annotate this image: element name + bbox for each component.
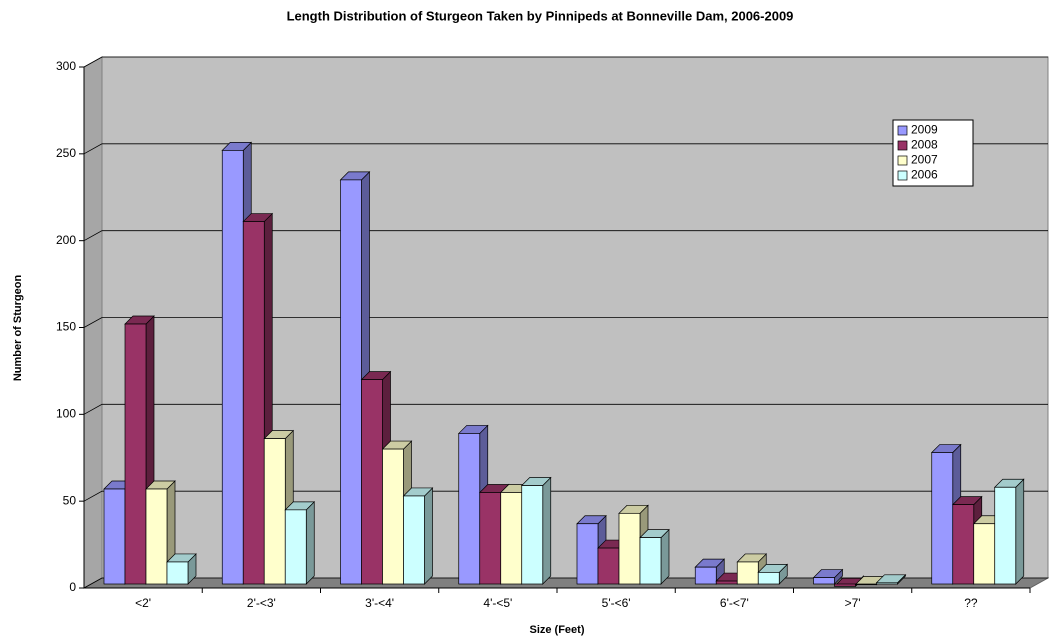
- bar: [103, 488, 126, 585]
- bar: [694, 566, 717, 585]
- bar: [973, 523, 996, 585]
- y-tick-label: 0: [69, 580, 76, 594]
- x-tick-label: 2'-<3': [247, 596, 276, 610]
- bar: [145, 488, 168, 585]
- bar: [382, 448, 404, 585]
- bar: [403, 495, 425, 585]
- x-tick-label: 3'-<4': [365, 596, 394, 610]
- chart-title: Length Distribution of Sturgeon Taken by…: [287, 8, 794, 23]
- x-axis-label: Size (Feet): [529, 624, 584, 636]
- bar: [639, 537, 662, 585]
- bar: [340, 179, 362, 585]
- grid-line: [83, 230, 1048, 242]
- bar: [166, 561, 189, 585]
- bar: [931, 452, 954, 585]
- x-tick-label: 5'-<6': [602, 596, 631, 610]
- bar: [576, 523, 599, 585]
- bar: [715, 580, 738, 585]
- grid-line: [83, 490, 1048, 502]
- y-tick-label: 100: [56, 407, 76, 421]
- grid-line: [83, 143, 1048, 155]
- bar: [618, 512, 641, 585]
- legend-label: 2007: [911, 153, 938, 167]
- bar-side: [542, 476, 552, 585]
- bar: [855, 583, 877, 585]
- bar-side: [1015, 478, 1025, 585]
- x-tick-label: <2': [135, 596, 151, 610]
- bar: [813, 577, 835, 585]
- x-tick-label: 4'-<5': [483, 596, 512, 610]
- legend-swatch: [897, 140, 908, 151]
- bar: [834, 583, 856, 587]
- grid-line: [83, 56, 1048, 68]
- bar: [994, 486, 1017, 585]
- y-axis-label: Number of Sturgeon: [12, 275, 24, 382]
- x-tick-label: >7': [845, 596, 861, 610]
- bar: [124, 323, 147, 585]
- y-tick-label: 50: [63, 493, 77, 507]
- bar: [876, 582, 898, 585]
- y-tick-label: 300: [56, 59, 76, 73]
- bar-side: [305, 501, 315, 585]
- bar: [736, 561, 759, 585]
- legend-swatch: [897, 170, 908, 181]
- x-tick-label: ??: [964, 596, 978, 610]
- bar-side: [660, 528, 670, 585]
- legend-swatch: [897, 155, 908, 166]
- bar: [757, 572, 780, 585]
- legend-label: 2009: [911, 123, 938, 137]
- bar: [500, 492, 523, 585]
- bar: [479, 492, 502, 585]
- bar: [263, 438, 286, 585]
- bar: [597, 547, 620, 585]
- bar: [284, 509, 307, 585]
- bar: [242, 221, 265, 585]
- y-tick-label: 200: [56, 233, 76, 247]
- bar: [361, 379, 383, 585]
- grid-line: [83, 317, 1048, 328]
- legend-label: 2006: [911, 168, 938, 182]
- legend-label: 2008: [911, 138, 938, 152]
- bar: [952, 504, 975, 585]
- legend-swatch: [897, 125, 908, 136]
- x-tick-label: 6'-<7': [720, 596, 749, 610]
- bar: [458, 433, 481, 585]
- bar-side: [424, 487, 433, 585]
- grid-line: [83, 403, 1048, 415]
- bar: [221, 150, 244, 585]
- y-tick-label: 250: [56, 146, 76, 160]
- y-tick-label: 150: [56, 320, 76, 334]
- bar: [521, 485, 544, 585]
